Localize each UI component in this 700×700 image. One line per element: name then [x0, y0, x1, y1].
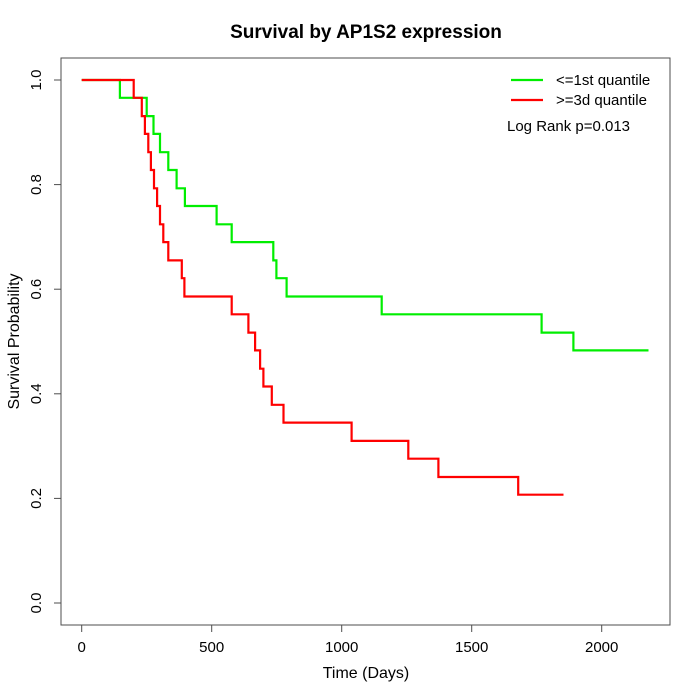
logrank-annotation: Log Rank p=0.013: [507, 118, 630, 135]
legend: <=1st quantile >=3d quantile Log Rank p=…: [507, 72, 650, 135]
x-axis-title: Time (Days): [323, 665, 410, 682]
chart-title: Survival by AP1S2 expression: [230, 22, 502, 43]
y-axis-title: Survival Probability: [6, 273, 23, 409]
y-axis-tick-label: 0.4: [28, 383, 45, 404]
km-curves: [81, 78, 649, 496]
axes: 0 500 1000 1500 2000 0.0 0.2 0.4 0.6 0.8 1.0: [28, 70, 618, 656]
x-axis-tick-label: 500: [199, 639, 224, 656]
plot-box: [60, 57, 671, 626]
x-axis-tick-label: 1000: [325, 639, 358, 656]
y-axis-tick-label: 0.0: [28, 593, 45, 614]
legend-label-third-quantile: >=3d quantile: [556, 92, 647, 109]
y-axis-tick-label: 0.2: [28, 488, 45, 509]
y-axis-tick-label: 0.6: [28, 279, 45, 300]
x-axis-tick-label: 1500: [455, 639, 488, 656]
x-axis-tick-label: 0: [78, 639, 86, 656]
km-curve-third-quantile: [81, 78, 564, 496]
km-curve-first-quantile: [81, 78, 649, 352]
x-axis-tick-label: 2000: [585, 639, 618, 656]
legend-label-first-quantile: <=1st quantile: [556, 72, 650, 89]
y-axis-tick-label: 1.0: [28, 70, 45, 91]
y-axis-tick-label: 0.8: [28, 174, 45, 195]
